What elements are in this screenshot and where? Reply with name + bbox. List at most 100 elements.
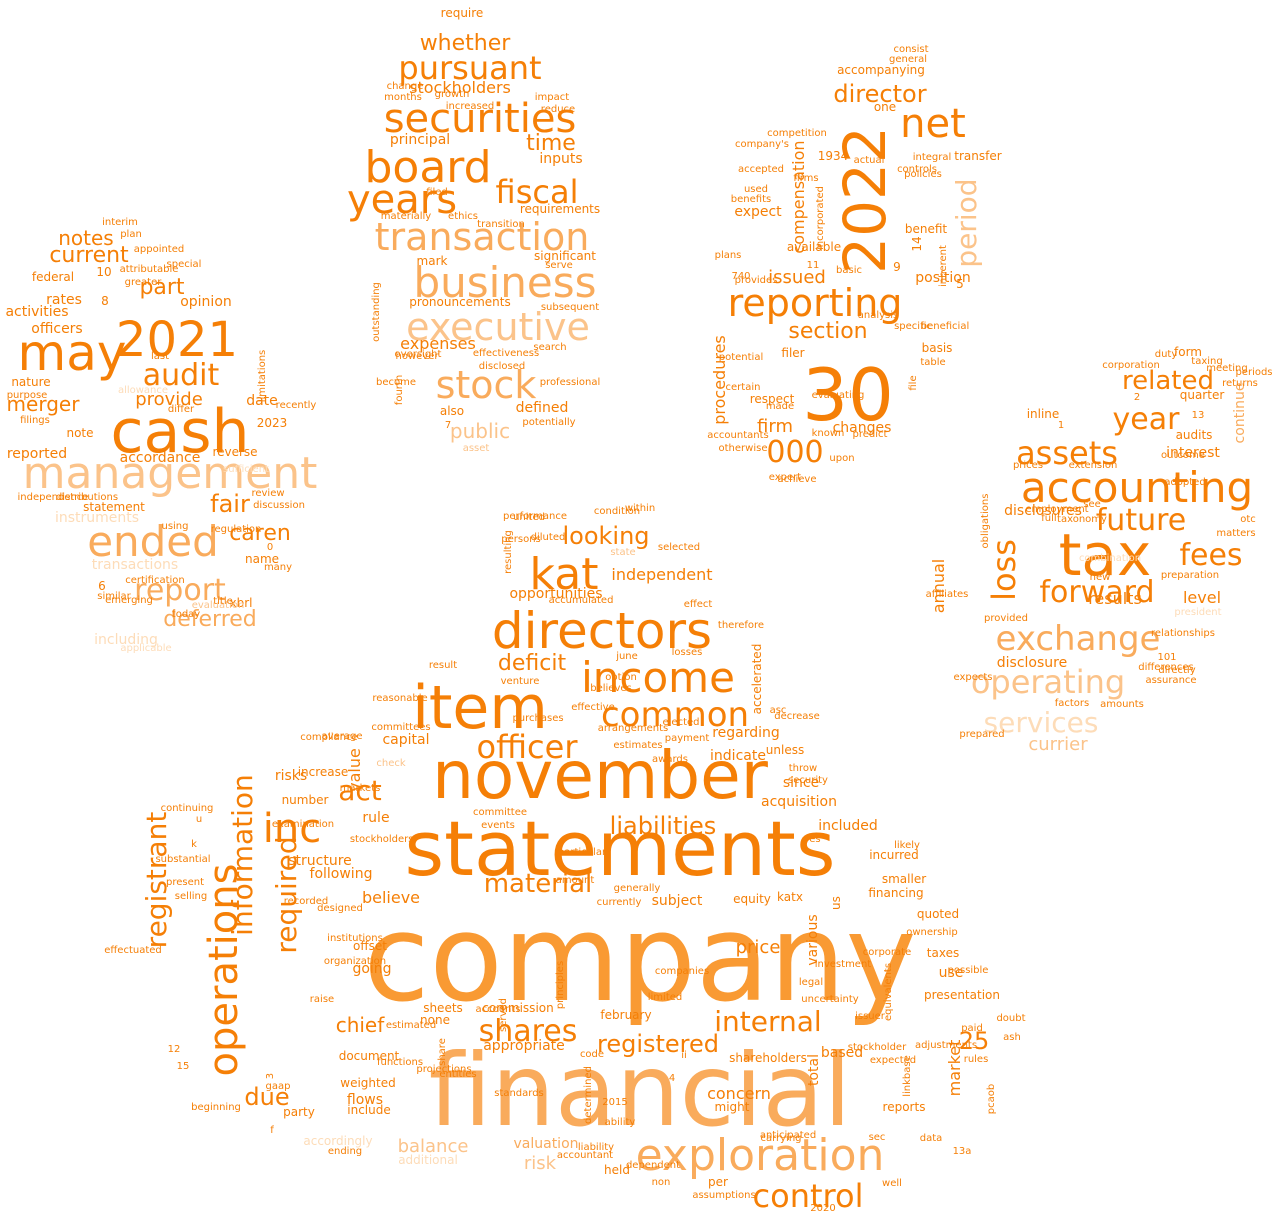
word-163: accordance bbox=[120, 450, 201, 466]
word-46: shares bbox=[479, 1014, 578, 1049]
word-150: accordingly bbox=[303, 1134, 372, 1148]
word-363: combination bbox=[1079, 553, 1141, 564]
word-280: accountant bbox=[557, 1150, 613, 1161]
word-95: following bbox=[310, 866, 373, 882]
word-368: affiliates bbox=[926, 589, 969, 600]
word-149: party bbox=[283, 1105, 315, 1119]
word-381: effective bbox=[571, 702, 614, 713]
word-295: distributions bbox=[56, 492, 118, 503]
word-376: investment bbox=[815, 959, 872, 970]
word-331: potentially bbox=[522, 417, 575, 428]
word-378: believes bbox=[590, 683, 632, 694]
word-329: become bbox=[376, 377, 416, 388]
word-80: currier bbox=[1028, 734, 1088, 755]
word-131: document bbox=[339, 1049, 400, 1063]
word-278: non bbox=[652, 1177, 671, 1188]
word-127: offset bbox=[353, 939, 387, 953]
word-6: tax bbox=[1059, 521, 1152, 589]
word-139: incurred bbox=[869, 848, 919, 862]
word-157: rates bbox=[46, 292, 82, 308]
word-401: continuing bbox=[161, 803, 214, 814]
word-263: served bbox=[498, 998, 509, 1032]
word-400: effectuated bbox=[104, 945, 162, 956]
word-148: number bbox=[282, 793, 329, 807]
word-169: 6 bbox=[98, 579, 106, 593]
word-423: review bbox=[251, 488, 284, 499]
word-215: assurance bbox=[1145, 675, 1196, 686]
word-63: merger bbox=[7, 392, 81, 416]
word-275: linkbase bbox=[902, 1055, 913, 1097]
word-47: internal bbox=[714, 1005, 821, 1038]
word-60: time bbox=[526, 131, 576, 156]
word-426: similar bbox=[97, 591, 131, 602]
word-315: months bbox=[384, 92, 422, 103]
word-50: required bbox=[270, 836, 303, 953]
word-38: assets bbox=[1016, 434, 1118, 472]
word-279: assumptions bbox=[692, 1190, 755, 1201]
word-240: yes bbox=[803, 834, 820, 845]
word-350: upon bbox=[829, 453, 854, 464]
word-379: option bbox=[605, 672, 637, 683]
word-109: reverse bbox=[212, 445, 257, 459]
word-235: committees bbox=[371, 722, 430, 733]
word-182: 1934 bbox=[818, 149, 849, 163]
word-70: public bbox=[450, 419, 510, 443]
word-314: change bbox=[387, 81, 424, 92]
word-175: however bbox=[396, 351, 440, 362]
word-414: projections bbox=[416, 1064, 471, 1075]
word-16: income bbox=[581, 653, 735, 702]
word-11: 2021 bbox=[116, 312, 238, 368]
word-209: extension bbox=[1069, 460, 1118, 471]
word-318: impact bbox=[535, 92, 569, 103]
word-399: raise bbox=[310, 994, 334, 1005]
word-231: accelerated bbox=[750, 644, 764, 715]
word-384: awards bbox=[652, 754, 688, 765]
word-234: reasonable bbox=[372, 693, 427, 704]
word-312: last bbox=[151, 351, 169, 362]
word-418: 2015 bbox=[602, 1097, 627, 1108]
word-79: disclosure bbox=[997, 655, 1067, 671]
word-248: katx bbox=[777, 890, 803, 904]
word-396: stockholders' bbox=[350, 834, 416, 845]
word-386: throw bbox=[789, 763, 817, 774]
word-164: reported bbox=[7, 446, 67, 462]
word-7: 2022 bbox=[831, 126, 899, 274]
word-140: smaller bbox=[882, 872, 926, 886]
word-67: caren bbox=[229, 521, 291, 546]
word-212: preparation bbox=[1161, 570, 1219, 581]
word-286: sec bbox=[869, 1132, 886, 1143]
word-288: pcaob bbox=[986, 1084, 997, 1114]
word-249: us bbox=[829, 896, 843, 910]
word-72: compensation bbox=[789, 140, 808, 253]
word-77: changes bbox=[833, 420, 892, 436]
word-128: sheets bbox=[423, 1001, 463, 1015]
word-135: presentation bbox=[924, 988, 1000, 1002]
word-293: examination bbox=[272, 819, 334, 830]
word-332: competition bbox=[767, 128, 827, 139]
word-62: notes bbox=[58, 226, 113, 250]
word-153: including bbox=[94, 632, 158, 648]
word-269: expected bbox=[870, 1055, 916, 1066]
word-3: november bbox=[432, 737, 769, 814]
word-219: prepared bbox=[959, 729, 1004, 740]
word-141: reports bbox=[883, 1100, 926, 1114]
word-98: subject bbox=[652, 893, 703, 909]
word-260: k bbox=[191, 839, 197, 850]
word-349: predict bbox=[853, 429, 888, 440]
word-226: effect bbox=[684, 599, 713, 610]
word-413: carrying bbox=[760, 1133, 801, 1144]
word-166: name bbox=[245, 552, 279, 566]
word-56: deficit bbox=[498, 651, 567, 676]
word-310: differ bbox=[168, 404, 195, 415]
word-86: concern bbox=[707, 1084, 771, 1103]
word-421: title bbox=[213, 596, 233, 607]
word-348: known bbox=[812, 428, 845, 439]
word-78: 000 bbox=[766, 435, 823, 470]
word-202: 9 bbox=[893, 260, 901, 274]
word-156: officers bbox=[31, 321, 82, 337]
word-137: taxes bbox=[927, 946, 959, 960]
word-55: looking bbox=[562, 522, 649, 550]
word-358: returns bbox=[1222, 378, 1258, 389]
word-297: regulation bbox=[211, 524, 262, 535]
word-417: ability bbox=[605, 1117, 636, 1128]
